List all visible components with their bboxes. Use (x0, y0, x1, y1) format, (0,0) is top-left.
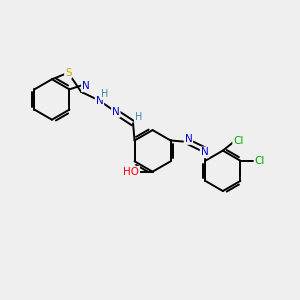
Text: N: N (184, 134, 192, 144)
Text: HO: HO (123, 167, 139, 177)
Text: H: H (101, 89, 109, 99)
Text: S: S (65, 68, 72, 78)
Text: N: N (112, 107, 120, 117)
Text: Cl: Cl (233, 136, 244, 146)
Text: H: H (135, 112, 142, 122)
Text: Cl: Cl (254, 156, 265, 166)
Text: N: N (201, 147, 208, 158)
Text: N: N (82, 81, 90, 92)
Text: N: N (96, 96, 103, 106)
